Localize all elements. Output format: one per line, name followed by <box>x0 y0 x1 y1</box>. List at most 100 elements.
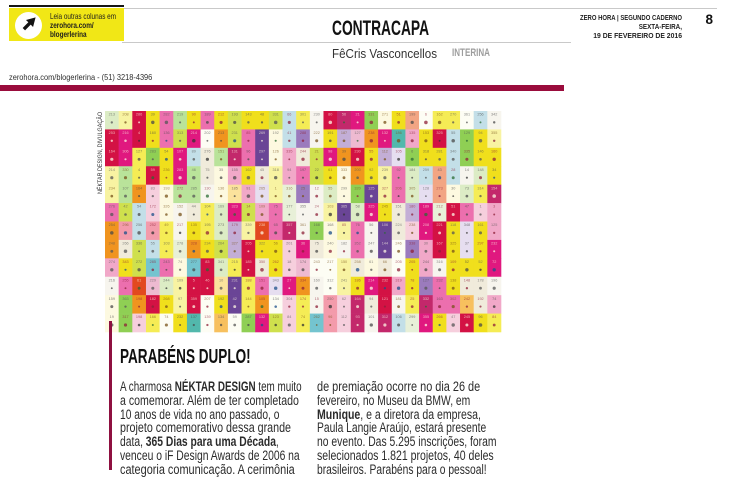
svg-text:160: 160 <box>150 131 156 135</box>
svg-text:355: 355 <box>300 205 306 209</box>
svg-text:3: 3 <box>493 205 495 209</box>
svg-text:186: 186 <box>354 278 360 282</box>
svg-text:152: 152 <box>177 205 183 209</box>
svg-text:162: 162 <box>436 113 442 117</box>
svg-text:106: 106 <box>395 315 401 319</box>
svg-text:80: 80 <box>328 113 332 117</box>
svg-text:246: 246 <box>395 242 401 246</box>
svg-text:212: 212 <box>218 113 224 117</box>
svg-text:252: 252 <box>150 223 156 227</box>
svg-text:65: 65 <box>274 223 278 227</box>
svg-text:91: 91 <box>246 186 250 190</box>
svg-text:343: 343 <box>122 260 128 264</box>
svg-text:85: 85 <box>342 223 346 227</box>
svg-text:75: 75 <box>205 168 209 172</box>
svg-text:287: 287 <box>245 315 251 319</box>
svg-text:18: 18 <box>287 260 291 264</box>
svg-text:109: 109 <box>177 278 183 282</box>
svg-text:200: 200 <box>354 168 360 172</box>
svg-text:154: 154 <box>491 186 497 190</box>
svg-text:244: 244 <box>300 149 306 153</box>
svg-text:28: 28 <box>451 168 455 172</box>
svg-text:232: 232 <box>436 278 442 282</box>
svg-text:281: 281 <box>436 149 442 153</box>
svg-text:56: 56 <box>369 223 373 227</box>
svg-text:125: 125 <box>368 186 374 190</box>
svg-text:36: 36 <box>301 242 305 246</box>
svg-text:45: 45 <box>260 168 264 172</box>
svg-text:96: 96 <box>328 315 332 319</box>
svg-text:359: 359 <box>191 297 197 301</box>
svg-text:103: 103 <box>327 205 333 209</box>
svg-text:109: 109 <box>450 260 456 264</box>
svg-text:167: 167 <box>436 242 442 246</box>
svg-text:222: 222 <box>314 131 320 135</box>
svg-text:201: 201 <box>286 242 292 246</box>
svg-text:83: 83 <box>151 186 155 190</box>
svg-text:132: 132 <box>259 315 265 319</box>
svg-text:301: 301 <box>300 113 306 117</box>
svg-text:302: 302 <box>450 297 456 301</box>
svg-text:5: 5 <box>193 278 195 282</box>
svg-text:109: 109 <box>259 205 265 209</box>
svg-text:10: 10 <box>219 278 223 282</box>
svg-text:258: 258 <box>354 260 360 264</box>
svg-text:98: 98 <box>328 149 332 153</box>
svg-text:193: 193 <box>163 186 169 190</box>
svg-text:318: 318 <box>423 149 429 153</box>
svg-text:207: 207 <box>204 297 210 301</box>
svg-text:4: 4 <box>138 131 140 135</box>
svg-text:43: 43 <box>437 168 441 172</box>
svg-text:52: 52 <box>465 260 469 264</box>
svg-text:59: 59 <box>151 168 155 172</box>
svg-text:42: 42 <box>123 205 127 209</box>
svg-text:335: 335 <box>286 149 292 153</box>
svg-text:54: 54 <box>137 205 141 209</box>
svg-text:208: 208 <box>423 223 429 227</box>
svg-text:195: 195 <box>204 223 210 227</box>
svg-text:127: 127 <box>423 278 429 282</box>
svg-text:35: 35 <box>219 168 223 172</box>
svg-text:166: 166 <box>150 315 156 319</box>
svg-text:144: 144 <box>382 242 388 246</box>
svg-text:54: 54 <box>164 149 168 153</box>
svg-text:256: 256 <box>136 223 142 227</box>
svg-text:182: 182 <box>150 297 156 301</box>
svg-text:266: 266 <box>122 242 128 246</box>
svg-text:312: 312 <box>382 315 388 319</box>
svg-text:213: 213 <box>109 113 115 117</box>
svg-text:357: 357 <box>286 223 292 227</box>
svg-text:21: 21 <box>315 149 319 153</box>
svg-text:336: 336 <box>136 242 142 246</box>
svg-text:216: 216 <box>109 278 115 282</box>
svg-text:238: 238 <box>368 131 374 135</box>
svg-text:94: 94 <box>369 297 373 301</box>
svg-text:272: 272 <box>177 186 183 190</box>
svg-text:208: 208 <box>122 113 128 117</box>
svg-text:47: 47 <box>451 315 455 319</box>
svg-text:148: 148 <box>464 278 470 282</box>
svg-text:335: 335 <box>464 149 470 153</box>
svg-text:160: 160 <box>491 149 497 153</box>
svg-text:21: 21 <box>355 113 359 117</box>
svg-text:93: 93 <box>355 315 359 319</box>
svg-text:136: 136 <box>163 131 169 135</box>
svg-text:144: 144 <box>245 297 251 301</box>
svg-text:1: 1 <box>275 186 277 190</box>
svg-text:255: 255 <box>122 278 128 282</box>
svg-text:239: 239 <box>382 168 388 172</box>
svg-text:46: 46 <box>205 278 209 282</box>
svg-text:325: 325 <box>450 242 456 246</box>
svg-text:94: 94 <box>287 168 291 172</box>
svg-text:14: 14 <box>465 168 469 172</box>
svg-text:285: 285 <box>191 186 197 190</box>
svg-text:105: 105 <box>395 149 401 153</box>
svg-text:92: 92 <box>396 168 400 172</box>
svg-text:66: 66 <box>383 260 387 264</box>
svg-text:198: 198 <box>136 297 142 301</box>
svg-text:256: 256 <box>477 113 483 117</box>
svg-text:62: 62 <box>342 297 346 301</box>
svg-text:285: 285 <box>150 260 156 264</box>
svg-text:317: 317 <box>122 315 128 319</box>
svg-text:56: 56 <box>274 242 278 246</box>
